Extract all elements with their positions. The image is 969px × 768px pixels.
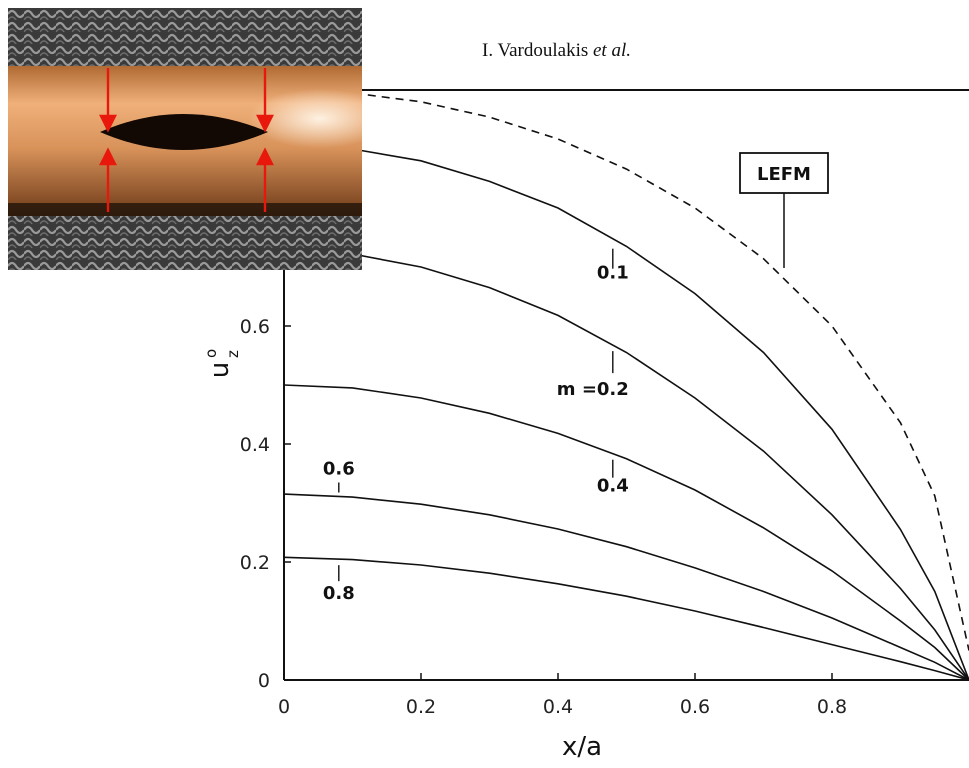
x-tick-label: 0.4 — [543, 696, 573, 718]
arrow-down-left-head — [99, 114, 117, 133]
arrow-down-right-head — [256, 114, 274, 133]
x-tick-label: 0.8 — [817, 696, 847, 718]
curve-label: 0.6 — [323, 459, 355, 480]
curve-label: 0.4 — [597, 476, 629, 497]
pipe-with-crack-photo — [8, 8, 362, 270]
series-line-0-8 — [283, 556, 969, 681]
y-tick-label: 0 — [258, 670, 270, 692]
header-author-name: I. Vardoulakis — [482, 40, 589, 61]
series-group — [283, 89, 969, 681]
x-tick-label: 0.6 — [680, 696, 710, 718]
y-axis-title-main: u — [205, 362, 235, 378]
curve-label: 0.1 — [597, 263, 629, 284]
y-tick-label: 0.2 — [240, 552, 270, 574]
arrow-up-right-head — [256, 147, 274, 166]
y-axis-title: u o z — [202, 349, 242, 378]
series-line-0-2 — [283, 248, 969, 681]
y-axis-title-sub: z — [224, 350, 242, 358]
x-axis-title: x/a — [562, 732, 602, 762]
curve-label: 0.8 — [323, 583, 355, 604]
crack-opening — [100, 114, 268, 150]
x-tick-label: 0 — [278, 696, 290, 718]
series-line-0-6 — [283, 493, 969, 681]
curve-labels-group: 0.1 m =0.2 0.4 0.6 0.8 — [323, 248, 629, 604]
header-et-al: et al. — [593, 40, 631, 61]
x-tick-label: 0.2 — [406, 696, 436, 718]
lefm-label: LEFM — [757, 164, 811, 185]
ticks-group: 0 0.2 0.4 0.6 0.8 0 0.2 0.4 0.6 — [240, 316, 847, 718]
running-header: I. Vardoulakis et al. — [482, 40, 631, 62]
y-tick-label: 0.6 — [240, 316, 270, 338]
series-line-0-1 — [283, 145, 969, 681]
curve-label: m =0.2 — [557, 379, 629, 400]
series-line-0-4 — [283, 384, 969, 681]
pipe-shadow — [8, 203, 362, 216]
arrow-group — [99, 68, 274, 212]
y-axis-title-sup: o — [202, 349, 220, 358]
y-tick-label: 0.4 — [240, 434, 270, 456]
arrow-up-left-head — [99, 147, 117, 166]
series-line-lefm — [283, 89, 969, 651]
lefm-label-box — [739, 152, 829, 194]
